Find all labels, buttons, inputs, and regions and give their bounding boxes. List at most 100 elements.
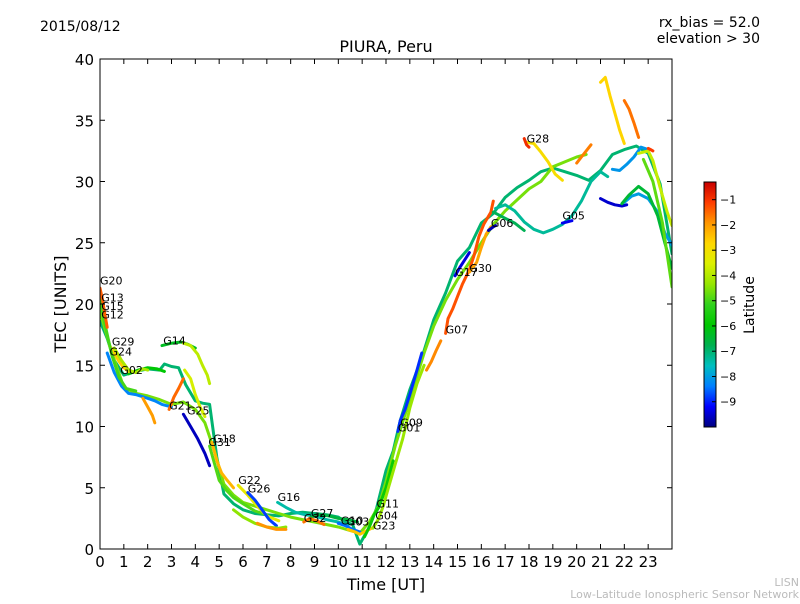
x-tick-label: 9 [310, 553, 320, 571]
satellite-track-40 [599, 197, 629, 208]
satellite-track-19 [276, 500, 350, 528]
elevation-label: elevation > 30 [657, 31, 760, 47]
colorbar-tick-label: −3 [720, 244, 736, 257]
x-tick-label: 11 [353, 553, 372, 571]
satellite-label-g21: G21 [169, 399, 192, 412]
x-tick-label: 10 [329, 553, 348, 571]
colorbar-tick-label: −4 [720, 269, 736, 282]
colorbar [703, 181, 717, 428]
x-tick-label: 19 [543, 553, 562, 571]
satellite-label-g02: G02 [120, 364, 143, 377]
colorbar-tick-label: −5 [720, 295, 736, 308]
satellite-track-21 [255, 521, 288, 531]
y-tick-label: 40 [75, 51, 94, 69]
satellite-label-g23: G23 [373, 519, 396, 532]
footer-network-name: Low-Latitude Ionospheric Sensor Network [570, 588, 799, 600]
satellite-label-g15: G15 [101, 300, 124, 313]
satellite-track-24 [336, 521, 362, 534]
colorbar-ticks: −1 −2 −3 −4 −5 −6 −7 −8 −9 [712, 194, 736, 409]
satellite-label-g22: G22 [238, 474, 261, 487]
footer-network-short: LISN [774, 576, 799, 589]
satellite-track-27 [371, 363, 426, 530]
x-tick-label: 8 [286, 553, 296, 571]
colorbar-tick-label: −7 [720, 345, 736, 358]
satellite-track-44 [599, 75, 626, 145]
satellite-label-g06: G06 [491, 217, 514, 230]
colorbar-tick-label: −6 [720, 320, 736, 333]
satellite-label-g14: G14 [163, 334, 186, 347]
satellite-track-15 [208, 444, 269, 517]
satellite-track-36 [525, 140, 564, 182]
satellite-label-g28: G28 [527, 132, 550, 145]
x-tick-label: 15 [448, 553, 467, 571]
satellite-track-26 [363, 459, 395, 539]
satellite-track-10 [181, 341, 212, 386]
satellite-label-g31: G31 [208, 436, 231, 449]
y-tick-label: 15 [75, 357, 94, 375]
x-tick-label: 14 [424, 553, 443, 571]
date-label: 2015/08/12 [40, 19, 121, 35]
satellite-label-g05: G05 [562, 210, 585, 223]
satellite-track-7 [167, 377, 185, 411]
satellite-label-g04: G04 [375, 510, 398, 523]
satellite-track-29 [425, 339, 443, 372]
satellite-label-g09: G09 [400, 417, 423, 430]
x-tick-label: 12 [376, 553, 395, 571]
satellite-label-g30: G30 [469, 262, 492, 275]
colorbar-label: Latitude [742, 276, 758, 334]
y-tick-label: 5 [84, 480, 94, 498]
satellite-track-6 [141, 396, 157, 425]
satellite-track-17 [236, 483, 281, 523]
colorbar-tick-label: −9 [720, 396, 736, 409]
satellite-track-47 [641, 157, 672, 289]
y-axis-ticks: 0 5 10 15 20 25 30 35 40 [75, 51, 672, 559]
y-axis-label: TEC [UNITS] [51, 256, 70, 354]
satellite-track-35 [491, 210, 526, 232]
y-tick-label: 25 [75, 235, 94, 253]
y-tick-label: 0 [84, 541, 94, 559]
x-tick-label: 16 [472, 553, 491, 571]
satellite-track-12 [112, 346, 150, 375]
rx-bias-label: rx_bias = 52.0 [659, 15, 760, 31]
x-tick-label: 22 [615, 553, 634, 571]
satellite-label-g13: G13 [101, 292, 124, 305]
x-tick-label: 18 [519, 553, 538, 571]
satellite-track-28 [396, 351, 424, 433]
x-tick-label: 1 [119, 553, 129, 571]
series-layer [100, 75, 672, 546]
x-axis-label: Time [UT] [346, 575, 425, 594]
x-tick-label: 13 [400, 553, 419, 571]
satellite-track-38 [560, 219, 574, 225]
satellite-label-g10: G10 [341, 515, 364, 528]
colorbar-tick-label: −2 [720, 219, 736, 232]
colorbar-tick-label: −8 [720, 370, 736, 383]
satellite-label-g18: G18 [213, 432, 236, 445]
satellite-label-g07: G07 [446, 323, 469, 336]
satellite-label-g17: G17 [455, 266, 478, 279]
satellite-track-39 [575, 143, 593, 165]
x-tick-label: 2 [143, 553, 153, 571]
x-tick-label: 6 [238, 553, 248, 571]
satellite-track-34 [494, 170, 610, 235]
x-tick-label: 21 [591, 553, 610, 571]
x-tick-label: 20 [567, 553, 586, 571]
satellite-track-1 [100, 144, 672, 546]
x-tick-label: 3 [167, 553, 177, 571]
x-tick-label: 23 [639, 553, 658, 571]
satellite-track-11 [108, 344, 131, 373]
x-tick-label: 4 [191, 553, 201, 571]
satellite-label-g24: G24 [110, 345, 133, 358]
chart-title: PIURA, Peru [339, 37, 432, 56]
satellite-track-14 [100, 286, 109, 329]
satellite-label-g20: G20 [100, 274, 123, 287]
satellite-track-37 [522, 137, 531, 149]
x-tick-label: 17 [496, 553, 515, 571]
satellite-label-g29: G29 [112, 336, 135, 349]
satellite-label-layer: G20G13G15G12G29G24G02G14G21G25G18G31G22G… [100, 132, 585, 532]
x-tick-label: 0 [95, 553, 105, 571]
y-tick-label: 30 [75, 174, 94, 192]
satellite-label-g25: G25 [187, 404, 210, 417]
satellite-label-g26: G26 [248, 483, 271, 496]
